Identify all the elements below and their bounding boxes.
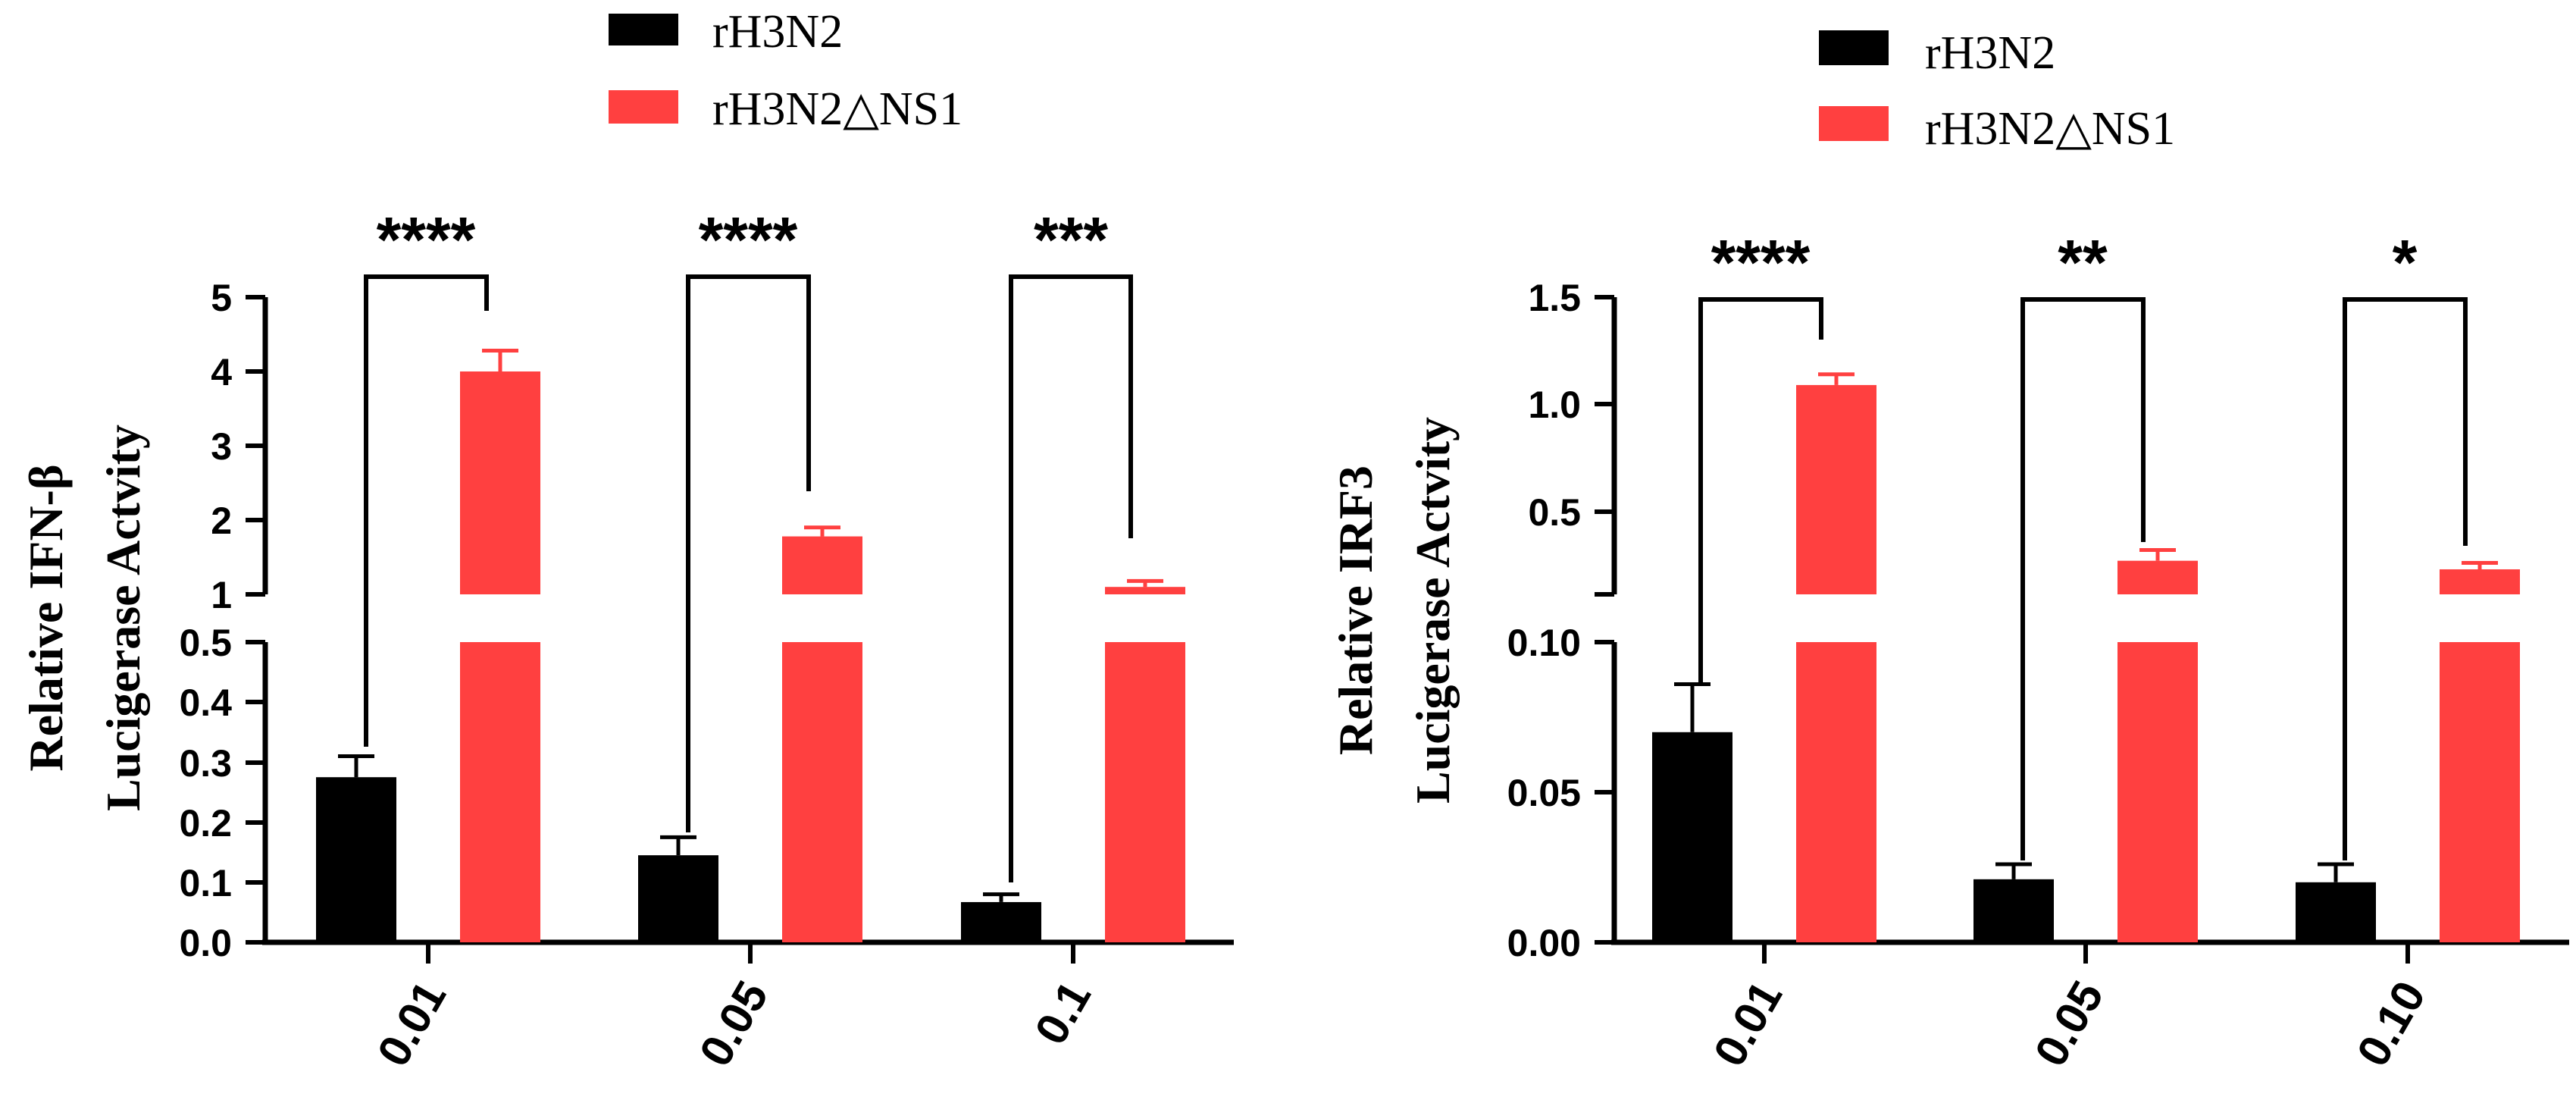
chart-1-ytick-label-lower-6: 0.5 xyxy=(179,622,232,664)
chart-1-stars-0.01: **** xyxy=(377,204,476,275)
chart-1-bars xyxy=(316,371,1185,942)
chart-1-ytick-label-lower-5: 0.4 xyxy=(179,682,232,724)
chart-2-xticks: 0.01 0.05 0.10 xyxy=(1704,942,2435,1075)
chart-1-bar-rh3n2-dns1-0.05-upper xyxy=(782,536,862,594)
chart-2-bar-rh3n2-0.01 xyxy=(1652,732,1732,942)
chart-1-legend-label-rh3n2: rH3N2 xyxy=(712,6,843,58)
chart-1-bar-rh3n2-dns1-0.01-lower xyxy=(460,642,540,942)
chart-1-legend-swatch-rh3n2-dns1 xyxy=(609,90,678,124)
chart-2-error-bar-rh3n2-dns1-0.01 xyxy=(1818,372,1855,385)
chart-2-ytick-label-upper-1: 0.5 xyxy=(1528,491,1581,534)
chart-2-error-bar-rh3n2-0.10 xyxy=(2318,862,2354,882)
chart-2-error-bar-rh3n2-dns1-0.10 xyxy=(2462,561,2498,569)
chart-1-legend-label-rh3n2-dns1: rH3N2△NS1 xyxy=(712,83,962,135)
chart-1-error-bar-rh3n2-0.1 xyxy=(983,892,1019,902)
chart-2-bracket-0.05 xyxy=(2020,297,2146,860)
chart-2-bar-rh3n2-0.10 xyxy=(2296,882,2376,942)
chart-1-xtick-label-1: 0.01 xyxy=(368,973,455,1075)
chart-2-bars xyxy=(1652,384,2520,942)
chart-2-bracket-0.01 xyxy=(1698,297,1823,682)
chart-2-yticks-upper: 0.5 1.0 1.5 xyxy=(1528,277,1614,597)
chart-2-xtick-label-2: 0.05 xyxy=(2025,973,2113,1075)
chart-1-bar-rh3n2-0.05 xyxy=(638,855,718,942)
chart-1-xtick-label-3: 0.1 xyxy=(1025,973,1101,1053)
chart-1-ytick-label-upper-2: 2 xyxy=(211,500,232,542)
chart-2-ytick-label-upper-2: 1.0 xyxy=(1528,384,1581,426)
chart-2-error-bars xyxy=(1674,372,2498,882)
chart-2-legend-swatch-rh3n2 xyxy=(1819,30,1889,65)
chart-1-stars-0.05: **** xyxy=(699,204,798,275)
chart-2-legend-label-rh3n2-dns1: rH3N2△NS1 xyxy=(1925,103,2175,155)
chart-2-bar-rh3n2-dns1-0.01-upper xyxy=(1796,384,1876,594)
chart-1-error-bar-rh3n2-0.05 xyxy=(660,835,696,856)
chart-1-bar-rh3n2-dns1-0.1-lower xyxy=(1105,642,1185,942)
chart-1-axis-break-gap xyxy=(235,599,265,637)
chart-2-error-bar-rh3n2-0.05 xyxy=(1995,862,2032,879)
chart-2-bar-rh3n2-dns1-0.05-lower xyxy=(2117,642,2198,942)
chart-1-error-bars xyxy=(338,349,1163,902)
chart-2-axis-break-gap xyxy=(1584,599,1614,637)
chart-2-ytick-label-lower-3: 0.10 xyxy=(1507,622,1581,664)
chart-1: rH3N2 rH3N2△NS1 Relative IFN-β Lucigeras… xyxy=(19,6,1234,1075)
chart-1-bracket-0.1 xyxy=(1009,274,1133,882)
chart-2-xtick-label-3: 0.10 xyxy=(2347,973,2435,1075)
chart-1-error-bar-rh3n2-dns1-0.01 xyxy=(482,349,518,371)
chart-2-error-bar-rh3n2-dns1-0.05 xyxy=(2139,548,2176,561)
chart-1-bracket-0.01 xyxy=(364,274,489,747)
chart-2-bar-rh3n2-dns1-0.10-upper xyxy=(2440,569,2520,594)
chart-1-xtick-label-2: 0.05 xyxy=(690,973,778,1075)
chart-1-ytick-label-upper-3: 3 xyxy=(211,425,232,468)
chart-2-ylabel-line-2: Lucigerase Actvity xyxy=(1406,417,1460,804)
chart-1-ylabel-line-1: Relative IFN-β xyxy=(19,464,73,771)
chart-2-legend: rH3N2 rH3N2△NS1 xyxy=(1819,27,2175,155)
chart-2-ytick-label-lower-1: 0.00 xyxy=(1507,922,1581,964)
chart-2-stars-0.01: **** xyxy=(1711,227,1811,298)
chart-2-bar-rh3n2-dns1-0.05-upper xyxy=(2117,560,2198,594)
chart-2-legend-swatch-rh3n2-dns1 xyxy=(1819,106,1889,141)
chart-2-stars-0.10: * xyxy=(2393,227,2418,298)
chart-2-error-bar-rh3n2-0.01 xyxy=(1674,682,1711,732)
chart-1-ytick-label-upper-5: 5 xyxy=(211,277,232,319)
chart-2-bar-rh3n2-0.05 xyxy=(1973,879,2054,942)
chart-2-ytick-label-lower-2: 0.05 xyxy=(1507,772,1581,814)
chart-1-significance: **** **** *** xyxy=(364,204,1133,882)
chart-2-ylabel-line-1: Relative IRF3 xyxy=(1329,465,1382,755)
chart-1-ytick-label-upper-4: 4 xyxy=(211,351,232,393)
chart-2-bracket-0.10 xyxy=(2343,297,2468,860)
chart-1-bracket-0.05 xyxy=(686,274,811,832)
chart-1-ytick-label-lower-2: 0.1 xyxy=(179,862,232,904)
chart-2-bar-rh3n2-dns1-0.10-lower xyxy=(2440,642,2520,942)
chart-1-ytick-label-lower-3: 0.2 xyxy=(179,802,232,845)
chart-1-ylabel-line-2: Lucigerase Actvity xyxy=(96,425,150,811)
axis-break-gaps xyxy=(235,599,1614,637)
chart-1-bar-rh3n2-0.01 xyxy=(316,777,396,942)
chart-1-legend-swatch-rh3n2 xyxy=(609,14,678,45)
chart-1-yticks-lower: 0.0 0.1 0.2 0.3 0.4 0.5 xyxy=(179,622,265,964)
chart-1-xticks: 0.01 0.05 0.1 xyxy=(368,942,1100,1075)
chart-2-yticks-lower: 0.00 0.05 0.10 xyxy=(1507,622,1614,964)
chart-1-yticks-upper: 1 2 3 4 5 xyxy=(211,277,265,616)
chart-1-ytick-label-upper-1: 1 xyxy=(211,574,232,616)
chart-1-error-bar-rh3n2-dns1-0.1 xyxy=(1127,578,1163,588)
chart-1-bar-rh3n2-0.1 xyxy=(961,901,1041,942)
chart-2-significance: **** ** * xyxy=(1698,227,2468,860)
chart-1-bar-rh3n2-dns1-0.05-lower xyxy=(782,642,862,942)
chart-2: rH3N2 rH3N2△NS1 Relative IRF3 Lucigerase… xyxy=(1329,27,2569,1075)
chart-1-bar-rh3n2-dns1-0.01-upper xyxy=(460,371,540,594)
chart-2-bar-rh3n2-dns1-0.01-lower xyxy=(1796,642,1876,942)
chart-2-xtick-label-1: 0.01 xyxy=(1704,973,1792,1075)
chart-1-ytick-label-lower-1: 0.0 xyxy=(179,922,232,964)
chart-1-legend: rH3N2 rH3N2△NS1 xyxy=(609,6,962,135)
chart-1-ytick-label-lower-4: 0.3 xyxy=(179,742,232,785)
chart-2-legend-label-rh3n2: rH3N2 xyxy=(1925,27,2055,79)
chart-1-error-bar-rh3n2-0.01 xyxy=(338,754,374,778)
chart-2-ytick-label-upper-3: 1.5 xyxy=(1528,277,1581,319)
chart-2-stars-0.05: ** xyxy=(2058,227,2108,298)
chart-1-error-bar-rh3n2-dns1-0.05 xyxy=(804,525,840,537)
chart-1-bar-rh3n2-dns1-0.1-upper xyxy=(1105,587,1185,594)
chart-1-stars-0.1: *** xyxy=(1034,204,1108,275)
